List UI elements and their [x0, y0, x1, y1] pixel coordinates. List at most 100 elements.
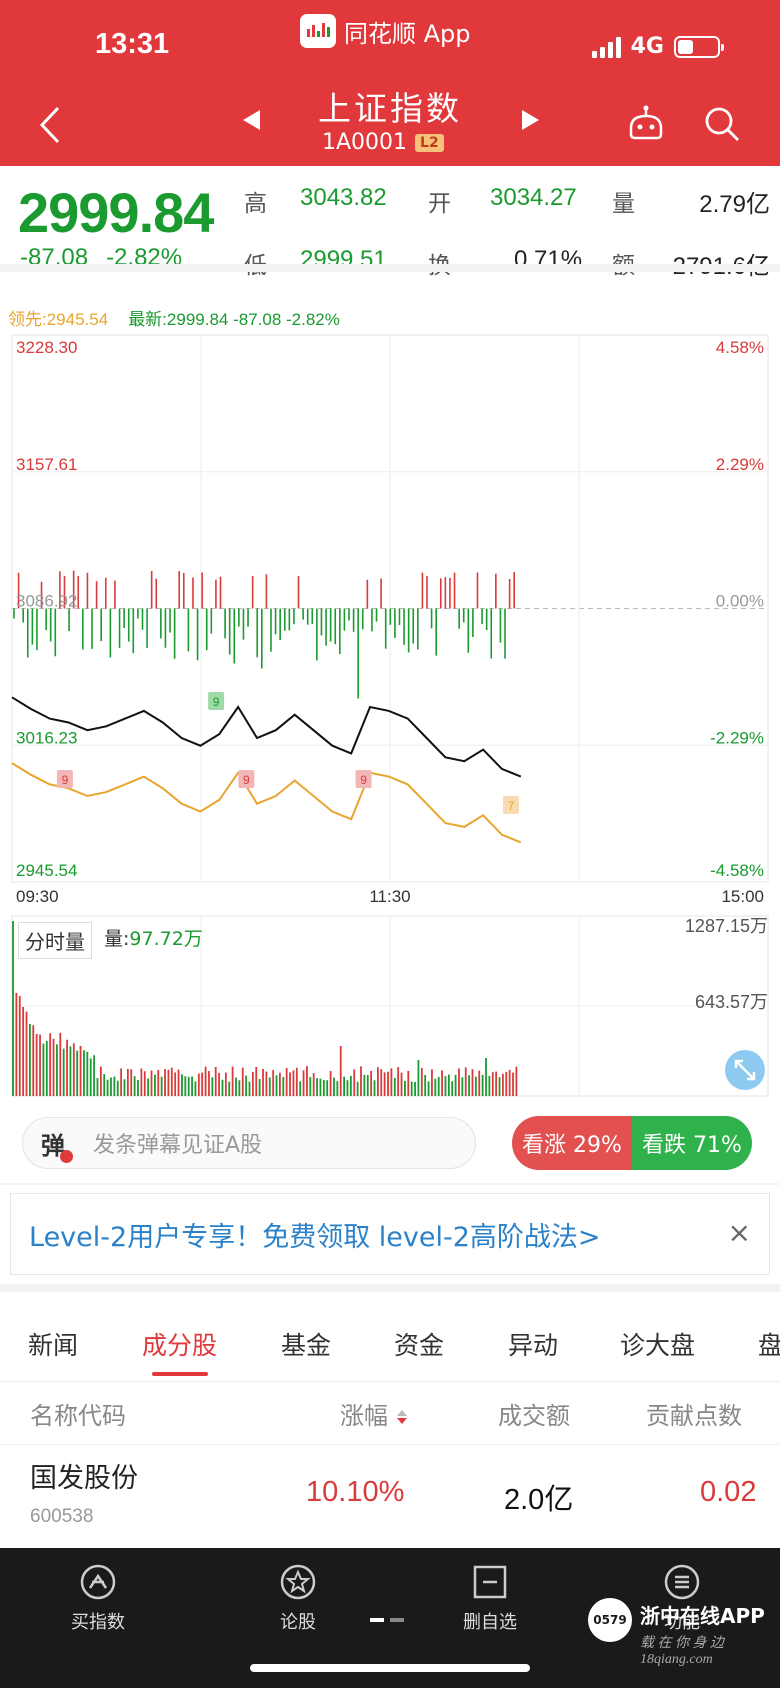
close-icon[interactable]: ×: [727, 1216, 751, 1249]
chart-marker: [502, 796, 519, 814]
stock-code: 600538: [30, 1506, 94, 1527]
volume-label: 量:97.72万: [104, 924, 203, 951]
nav-remove-watchlist-label: 删自选: [463, 1612, 517, 1633]
volume-mid: 643.57万: [694, 992, 768, 1012]
col-change[interactable]: 涨幅: [340, 1396, 408, 1431]
volume-grid: [11, 915, 769, 1097]
price-line: [11, 696, 522, 778]
network-label: 4G: [630, 34, 664, 59]
home-indicator: [250, 1664, 530, 1672]
tab-constituents[interactable]: 成分股: [142, 1331, 218, 1360]
chart-markers: 9 9 9 9 7: [56, 692, 519, 814]
turnover-label: 换: [428, 246, 451, 280]
col-change-label: 涨幅: [340, 1402, 388, 1430]
nav-forum[interactable]: 论股: [238, 1562, 358, 1634]
chart-marker: [238, 770, 255, 788]
nav-buy-index[interactable]: 买指数: [38, 1562, 158, 1634]
promo-text[interactable]: Level-2用户专享！免费领取 level-2高阶战法>: [29, 1221, 601, 1253]
chart-marker-label: 9: [360, 773, 367, 787]
signal-icon: [591, 36, 621, 58]
volume-label-value: 97.72万: [129, 928, 203, 950]
forum-icon: [280, 1564, 316, 1600]
next-index-icon[interactable]: [518, 108, 542, 136]
high-label: 高: [244, 191, 267, 217]
robot-assistant-icon[interactable]: [626, 104, 666, 148]
x-label: 09:30: [16, 887, 59, 905]
tab-news[interactable]: 新闻: [28, 1331, 79, 1360]
promo-banner[interactable]: Level-2用户专享！免费领取 level-2高阶战法> ×: [10, 1193, 770, 1275]
y-label-left: 3016.23: [16, 728, 77, 747]
app-header: 13:31 同花顺 App 4G 上证指数 1A0001 L2: [0, 0, 780, 166]
tab-funds[interactable]: 基金: [281, 1331, 332, 1360]
expand-icon[interactable]: [725, 1050, 765, 1090]
intraday-chart[interactable]: 9 9 9 9 7 3228.30 3157.61 3086.92 3016.23 2945.5…: [0, 330, 780, 905]
tab-capital[interactable]: 资金: [394, 1331, 445, 1360]
amount-label: 额: [612, 246, 635, 280]
chart-legend: 领先:2945.54 最新:2999.84 -87.08 -2.82%: [8, 305, 340, 330]
menu-circle-icon: [664, 1564, 700, 1600]
page-indicator: [370, 1618, 404, 1622]
divider: [0, 264, 780, 272]
volume-bars: [12, 921, 518, 1096]
watermark-sub: 载 在 你 身 边 18qiang.com: [640, 1632, 780, 1668]
vote-up-button[interactable]: 看涨 29%: [512, 1116, 632, 1170]
y-axis-labels: 3228.30 3157.61 3086.92 3016.23 2945.54 4.58%…: [16, 338, 764, 880]
col-amount[interactable]: 成交额: [498, 1402, 570, 1430]
tab-more[interactable]: 盘: [758, 1331, 780, 1360]
y-label-right: -2.29%: [710, 728, 764, 747]
nav-functions[interactable]: 功能: [622, 1562, 742, 1634]
chart-marker-label: 9: [243, 773, 250, 787]
l2-badge: L2: [415, 133, 444, 152]
col-points[interactable]: 贡献点数: [646, 1402, 742, 1430]
prev-index-icon[interactable]: [240, 108, 264, 136]
index-code-text: 1A0001: [322, 130, 408, 155]
watermark-logo-icon: 0579: [588, 1598, 632, 1642]
x-label: 11:30: [369, 887, 410, 905]
back-icon[interactable]: [30, 100, 74, 150]
quote-panel: 2999.84 -87.08 -2.82% 高 3043.82 开 3034.2…: [0, 166, 780, 280]
status-app-name: 同花顺 App: [344, 19, 471, 48]
app-logo-icon: [300, 14, 336, 48]
x-axis-labels: 09:30 11:30 15:00: [16, 887, 764, 905]
nav-forum-label: 论股: [280, 1612, 316, 1633]
stock-name: 国发股份: [30, 1463, 138, 1494]
volume-label: 量: [612, 191, 635, 217]
watermark-text: 浙中在线APP: [640, 1604, 765, 1628]
danmu-placeholder: 发条弹幕见证A股: [93, 1133, 263, 1158]
stock-change: 10.10%: [306, 1476, 405, 1508]
tab-bar: 新闻 成分股 基金 资金 异动 诊大盘 盘: [0, 1300, 780, 1382]
index-code: 1A0001 L2: [322, 130, 444, 155]
legend-latest: 最新:2999.84 -87.08 -2.82%: [128, 310, 340, 329]
open-value: 3034.27: [490, 184, 577, 211]
page-title: 上证指数: [318, 89, 462, 128]
chart-marker: [56, 770, 73, 788]
high-value: 3043.82: [300, 184, 387, 211]
volume-value: 2.79亿: [699, 191, 770, 218]
danmu-input[interactable]: 弹 发条弹幕见证A股: [22, 1117, 476, 1169]
tab-diagnosis[interactable]: 诊大盘: [620, 1331, 696, 1360]
search-icon[interactable]: [702, 104, 742, 148]
status-app: 同花顺 App: [300, 14, 471, 48]
y-label-left: 3228.30: [16, 338, 77, 357]
volume-label-prefix: 量:: [104, 928, 130, 950]
chart-marker-label: 7: [508, 799, 515, 813]
nav-buy-index-label: 买指数: [71, 1612, 125, 1633]
tab-movements[interactable]: 异动: [508, 1331, 559, 1360]
vote-down-button[interactable]: 看跌 71%: [632, 1116, 752, 1170]
bottom-nav: 买指数 论股 删自选 功能 0579 浙中在线APP 载 在 你 身 边 18q…: [0, 1548, 780, 1688]
low-label: 低: [244, 246, 267, 280]
lead-line: [11, 762, 522, 844]
volume-tag[interactable]: 分时量: [18, 922, 92, 959]
legend-lead: 领先:2945.54: [8, 310, 109, 329]
stock-amount: 2.0亿: [504, 1484, 574, 1516]
breadth-bars: [13, 570, 515, 699]
nav-remove-watchlist[interactable]: 删自选: [430, 1562, 550, 1634]
price-change: -87.08 -2.82%: [20, 244, 182, 272]
volume-chart[interactable]: [0, 912, 780, 1098]
chart-marker-label: 9: [62, 773, 69, 787]
y-label-left: 3086.92: [16, 592, 77, 611]
battery-icon: [674, 35, 724, 58]
chart-marker: [208, 692, 225, 710]
col-name-code[interactable]: 名称代码: [30, 1402, 126, 1430]
chart-marker-label: 9: [213, 695, 220, 709]
